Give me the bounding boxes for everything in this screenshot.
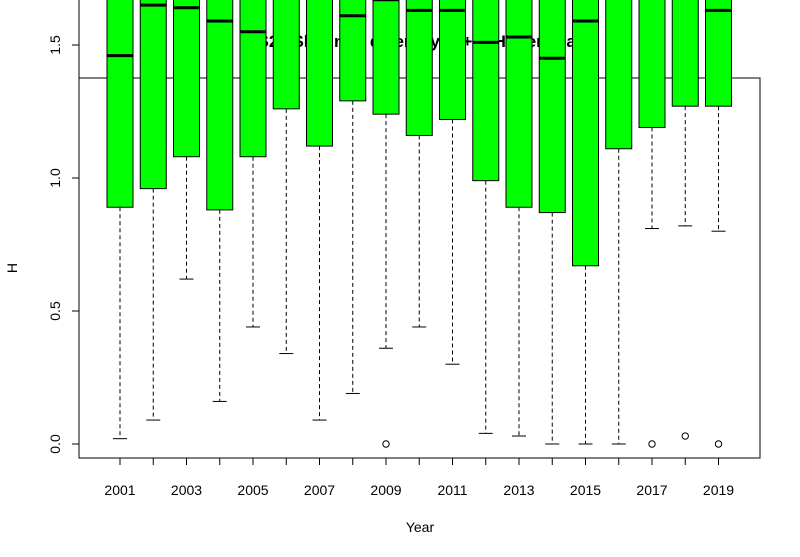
outlier-point <box>382 440 390 448</box>
x-tick-label: 2013 <box>503 482 534 498</box>
y-tick-label: 0.5 <box>47 301 63 321</box>
x-tick-label: 2009 <box>370 482 401 498</box>
x-tick-label: 2019 <box>703 482 734 498</box>
box-2018 <box>671 0 699 107</box>
y-tick-label: 1.5 <box>47 35 63 55</box>
box-2001 <box>106 0 134 208</box>
box-2016 <box>605 0 633 150</box>
chart-marks: 0.00.51.01.52.02.52001200320052007200920… <box>47 0 734 498</box>
x-tick-label: 2003 <box>171 482 202 498</box>
x-axis-label: Year <box>406 519 435 535</box>
box-2005 <box>239 0 267 158</box>
outlier-point <box>648 440 656 448</box>
box-2012 <box>472 0 500 182</box>
x-tick-label: 2015 <box>570 482 601 498</box>
x-tick-label: 2011 <box>437 482 467 498</box>
y-tick-label: 1.0 <box>47 168 63 188</box>
x-tick-label: 2017 <box>636 482 667 498</box>
box-2015 <box>572 0 599 267</box>
y-axis-label: H <box>4 263 20 273</box>
box-2007 <box>306 0 333 147</box>
x-tick-label: 2001 <box>104 482 135 498</box>
box-2003 <box>173 0 200 158</box>
box-2002 <box>139 0 167 190</box>
y-tick-label: 0.0 <box>47 434 63 454</box>
box-2004 <box>206 0 234 211</box>
box-2017 <box>638 0 666 128</box>
outlier-point <box>714 440 723 448</box>
outlier-point <box>681 432 689 440</box>
box-2013 <box>505 0 533 208</box>
x-tick-label: 2007 <box>304 482 335 498</box>
box-2014 <box>538 0 566 214</box>
box-2011 <box>439 0 466 120</box>
box-2009 <box>372 0 400 115</box>
box-2010 <box>405 0 433 136</box>
box-2006 <box>272 0 300 110</box>
x-tick-label: 2005 <box>237 482 268 498</box>
box-2019 <box>705 0 732 107</box>
